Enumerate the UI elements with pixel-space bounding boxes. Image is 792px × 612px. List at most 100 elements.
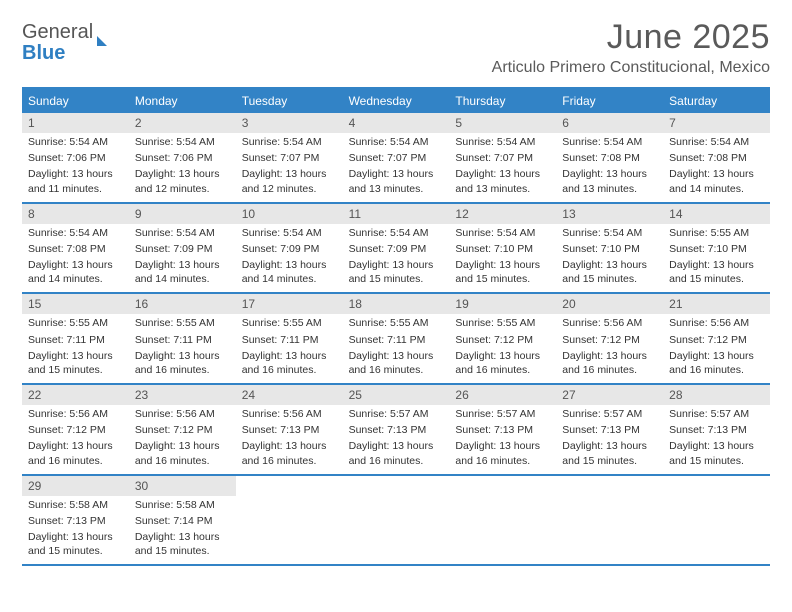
sunrise-text: Sunrise: 5:55 AM xyxy=(22,314,129,330)
day-number: 18 xyxy=(343,294,450,314)
day-number: 27 xyxy=(556,385,663,405)
sunset-text: Sunset: 7:13 PM xyxy=(343,421,450,437)
calendar-cell: 3Sunrise: 5:54 AMSunset: 7:07 PMDaylight… xyxy=(236,113,343,202)
sunrise-text: Sunrise: 5:58 AM xyxy=(129,496,236,512)
sunrise-text: Sunrise: 5:57 AM xyxy=(663,405,770,421)
day-number: 7 xyxy=(663,113,770,133)
calendar-cell: . xyxy=(663,476,770,565)
calendar-week: 22Sunrise: 5:56 AMSunset: 7:12 PMDayligh… xyxy=(22,385,770,476)
day-number: 26 xyxy=(449,385,556,405)
sunrise-text: Sunrise: 5:54 AM xyxy=(129,224,236,240)
page-title: June 2025 xyxy=(492,18,770,57)
sunset-text: Sunset: 7:12 PM xyxy=(449,331,556,347)
sunset-text: Sunset: 7:13 PM xyxy=(663,421,770,437)
day-number: 2 xyxy=(129,113,236,133)
sunset-text: Sunset: 7:07 PM xyxy=(343,149,450,165)
day-number: 22 xyxy=(22,385,129,405)
sunset-text: Sunset: 7:12 PM xyxy=(129,421,236,437)
sunset-text: Sunset: 7:09 PM xyxy=(236,240,343,256)
sunset-text: Sunset: 7:13 PM xyxy=(236,421,343,437)
day-number: 11 xyxy=(343,204,450,224)
calendar-cell: 26Sunrise: 5:57 AMSunset: 7:13 PMDayligh… xyxy=(449,385,556,474)
day-number: 12 xyxy=(449,204,556,224)
weekday-header: Monday xyxy=(129,89,236,113)
daylight-text: Daylight: 13 hours and 16 minutes. xyxy=(236,347,343,377)
day-number: 24 xyxy=(236,385,343,405)
weekday-header: Sunday xyxy=(22,89,129,113)
day-number: 3 xyxy=(236,113,343,133)
sunset-text: Sunset: 7:14 PM xyxy=(129,512,236,528)
day-number: 15 xyxy=(22,294,129,314)
sunset-text: Sunset: 7:09 PM xyxy=(343,240,450,256)
daylight-text: Daylight: 13 hours and 13 minutes. xyxy=(449,165,556,195)
day-number: 20 xyxy=(556,294,663,314)
sunrise-text: Sunrise: 5:54 AM xyxy=(129,133,236,149)
sunrise-text: Sunrise: 5:56 AM xyxy=(556,314,663,330)
day-number: 21 xyxy=(663,294,770,314)
sunset-text: Sunset: 7:06 PM xyxy=(22,149,129,165)
day-number: 1 xyxy=(22,113,129,133)
day-number: 17 xyxy=(236,294,343,314)
sunset-text: Sunset: 7:12 PM xyxy=(22,421,129,437)
daylight-text: Daylight: 13 hours and 16 minutes. xyxy=(343,437,450,467)
sunrise-text: Sunrise: 5:54 AM xyxy=(22,224,129,240)
day-number: 10 xyxy=(236,204,343,224)
calendar-cell: 2Sunrise: 5:54 AMSunset: 7:06 PMDaylight… xyxy=(129,113,236,202)
day-number: 25 xyxy=(343,385,450,405)
weekday-header: Saturday xyxy=(663,89,770,113)
day-number: 16 xyxy=(129,294,236,314)
daylight-text: Daylight: 13 hours and 15 minutes. xyxy=(22,528,129,558)
day-number: 23 xyxy=(129,385,236,405)
daylight-text: Daylight: 13 hours and 14 minutes. xyxy=(236,256,343,286)
daylight-text: Daylight: 13 hours and 16 minutes. xyxy=(556,347,663,377)
sunrise-text: Sunrise: 5:56 AM xyxy=(22,405,129,421)
sunrise-text: Sunrise: 5:54 AM xyxy=(556,224,663,240)
day-number: 28 xyxy=(663,385,770,405)
daylight-text: Daylight: 13 hours and 16 minutes. xyxy=(129,437,236,467)
calendar-cell: 23Sunrise: 5:56 AMSunset: 7:12 PMDayligh… xyxy=(129,385,236,474)
sunset-text: Sunset: 7:10 PM xyxy=(449,240,556,256)
logo-text-bottom: Blue xyxy=(22,42,65,64)
daylight-text: Daylight: 13 hours and 15 minutes. xyxy=(556,256,663,286)
sunset-text: Sunset: 7:11 PM xyxy=(22,331,129,347)
calendar-cell: 24Sunrise: 5:56 AMSunset: 7:13 PMDayligh… xyxy=(236,385,343,474)
calendar-week: 29Sunrise: 5:58 AMSunset: 7:13 PMDayligh… xyxy=(22,476,770,567)
sunset-text: Sunset: 7:11 PM xyxy=(236,331,343,347)
weekday-header: Tuesday xyxy=(236,89,343,113)
calendar-cell: 12Sunrise: 5:54 AMSunset: 7:10 PMDayligh… xyxy=(449,204,556,293)
day-number: 5 xyxy=(449,113,556,133)
calendar-cell: 15Sunrise: 5:55 AMSunset: 7:11 PMDayligh… xyxy=(22,294,129,383)
sunset-text: Sunset: 7:10 PM xyxy=(556,240,663,256)
calendar-cell: 11Sunrise: 5:54 AMSunset: 7:09 PMDayligh… xyxy=(343,204,450,293)
calendar-cell: . xyxy=(449,476,556,565)
sunrise-text: Sunrise: 5:57 AM xyxy=(343,405,450,421)
sunrise-text: Sunrise: 5:54 AM xyxy=(556,133,663,149)
daylight-text: Daylight: 13 hours and 16 minutes. xyxy=(22,437,129,467)
calendar-cell: 7Sunrise: 5:54 AMSunset: 7:08 PMDaylight… xyxy=(663,113,770,202)
sunrise-text: Sunrise: 5:55 AM xyxy=(236,314,343,330)
logo-mark-icon xyxy=(97,36,107,46)
weekday-header: Friday xyxy=(556,89,663,113)
daylight-text: Daylight: 13 hours and 15 minutes. xyxy=(663,256,770,286)
day-number: 29 xyxy=(22,476,129,496)
sunrise-text: Sunrise: 5:58 AM xyxy=(22,496,129,512)
sunset-text: Sunset: 7:07 PM xyxy=(449,149,556,165)
calendar-cell: 8Sunrise: 5:54 AMSunset: 7:08 PMDaylight… xyxy=(22,204,129,293)
logo: General Blue xyxy=(22,22,107,64)
calendar-week: 1Sunrise: 5:54 AMSunset: 7:06 PMDaylight… xyxy=(22,113,770,204)
day-number: 19 xyxy=(449,294,556,314)
sunset-text: Sunset: 7:07 PM xyxy=(236,149,343,165)
sunset-text: Sunset: 7:06 PM xyxy=(129,149,236,165)
day-number: 6 xyxy=(556,113,663,133)
sunrise-text: Sunrise: 5:56 AM xyxy=(236,405,343,421)
daylight-text: Daylight: 13 hours and 16 minutes. xyxy=(236,437,343,467)
sunset-text: Sunset: 7:08 PM xyxy=(663,149,770,165)
daylight-text: Daylight: 13 hours and 16 minutes. xyxy=(449,437,556,467)
sunrise-text: Sunrise: 5:55 AM xyxy=(129,314,236,330)
page-subtitle: Articulo Primero Constitucional, Mexico xyxy=(492,59,770,77)
daylight-text: Daylight: 13 hours and 16 minutes. xyxy=(343,347,450,377)
weekday-header: Thursday xyxy=(449,89,556,113)
daylight-text: Daylight: 13 hours and 15 minutes. xyxy=(663,437,770,467)
daylight-text: Daylight: 13 hours and 12 minutes. xyxy=(129,165,236,195)
day-number: 13 xyxy=(556,204,663,224)
